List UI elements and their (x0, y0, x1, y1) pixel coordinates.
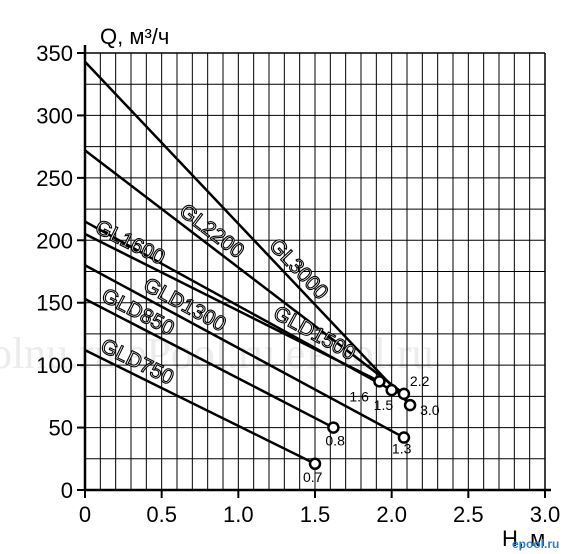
x-tick-label: 1.5 (300, 502, 331, 527)
x-axis-title: H, м (502, 526, 545, 551)
series-end-markers (308, 375, 417, 471)
y-tick-label: 0 (61, 478, 73, 503)
end-value-labels: 3.0 2.2 1.5 1.6 1.3 0.8 0.7 (303, 373, 440, 485)
series-line-gld1300 (84, 264, 405, 439)
tick-labels: 0 0.5 1.0 1.5 2.0 2.5 3.0 0 50 100 150 200 250 300 350 (36, 41, 560, 527)
grid (85, 53, 545, 490)
y-tick-label: 300 (36, 103, 73, 128)
end-marker-gld850 (327, 421, 340, 434)
y-tick-label: 50 (49, 416, 73, 441)
end-value-label-gl2200: 2.2 (410, 373, 430, 389)
end-marker-gl2200 (397, 387, 411, 401)
x-tick-label: 0 (79, 502, 91, 527)
series-line-gl1600 (84, 232, 380, 383)
end-marker-gld1300 (397, 431, 411, 444)
series-line-gl3000 (84, 60, 411, 406)
series-lines (84, 60, 411, 465)
end-value-label-gld1500: 1.5 (374, 397, 394, 413)
logo: epool.ru (512, 537, 559, 551)
y-tick-label: 150 (36, 291, 73, 316)
end-marker-gl1600 (373, 375, 386, 388)
y-axis-title: Q, м³/ч (100, 24, 169, 49)
end-value-label-gld1300: 1.3 (392, 441, 412, 457)
y-tick-label: 200 (36, 228, 73, 253)
end-value-label-gld750: 0.7 (303, 469, 323, 485)
x-tick-label: 2.0 (376, 502, 407, 527)
end-value-label-gl3000: 3.0 (420, 402, 440, 418)
x-tick-label: 1.0 (223, 502, 254, 527)
end-marker-gld1500 (385, 383, 398, 397)
series-line-gld750 (84, 349, 316, 465)
end-value-label-gld850: 0.8 (325, 433, 345, 449)
end-marker-gld750 (308, 457, 322, 471)
series-line-gl2200 (84, 149, 405, 395)
y-tick-label: 100 (36, 353, 73, 378)
end-marker-gl3000 (403, 398, 417, 412)
end-value-label-gl1600: 1.6 (349, 388, 369, 404)
y-tick-label: 250 (36, 166, 73, 191)
x-tick-label: 2.5 (453, 502, 484, 527)
x-tick-label: 3.0 (530, 502, 561, 527)
y-tick-label: 350 (36, 41, 73, 66)
x-tick-label: 0.5 (146, 502, 177, 527)
series-line-gld850 (84, 297, 334, 429)
